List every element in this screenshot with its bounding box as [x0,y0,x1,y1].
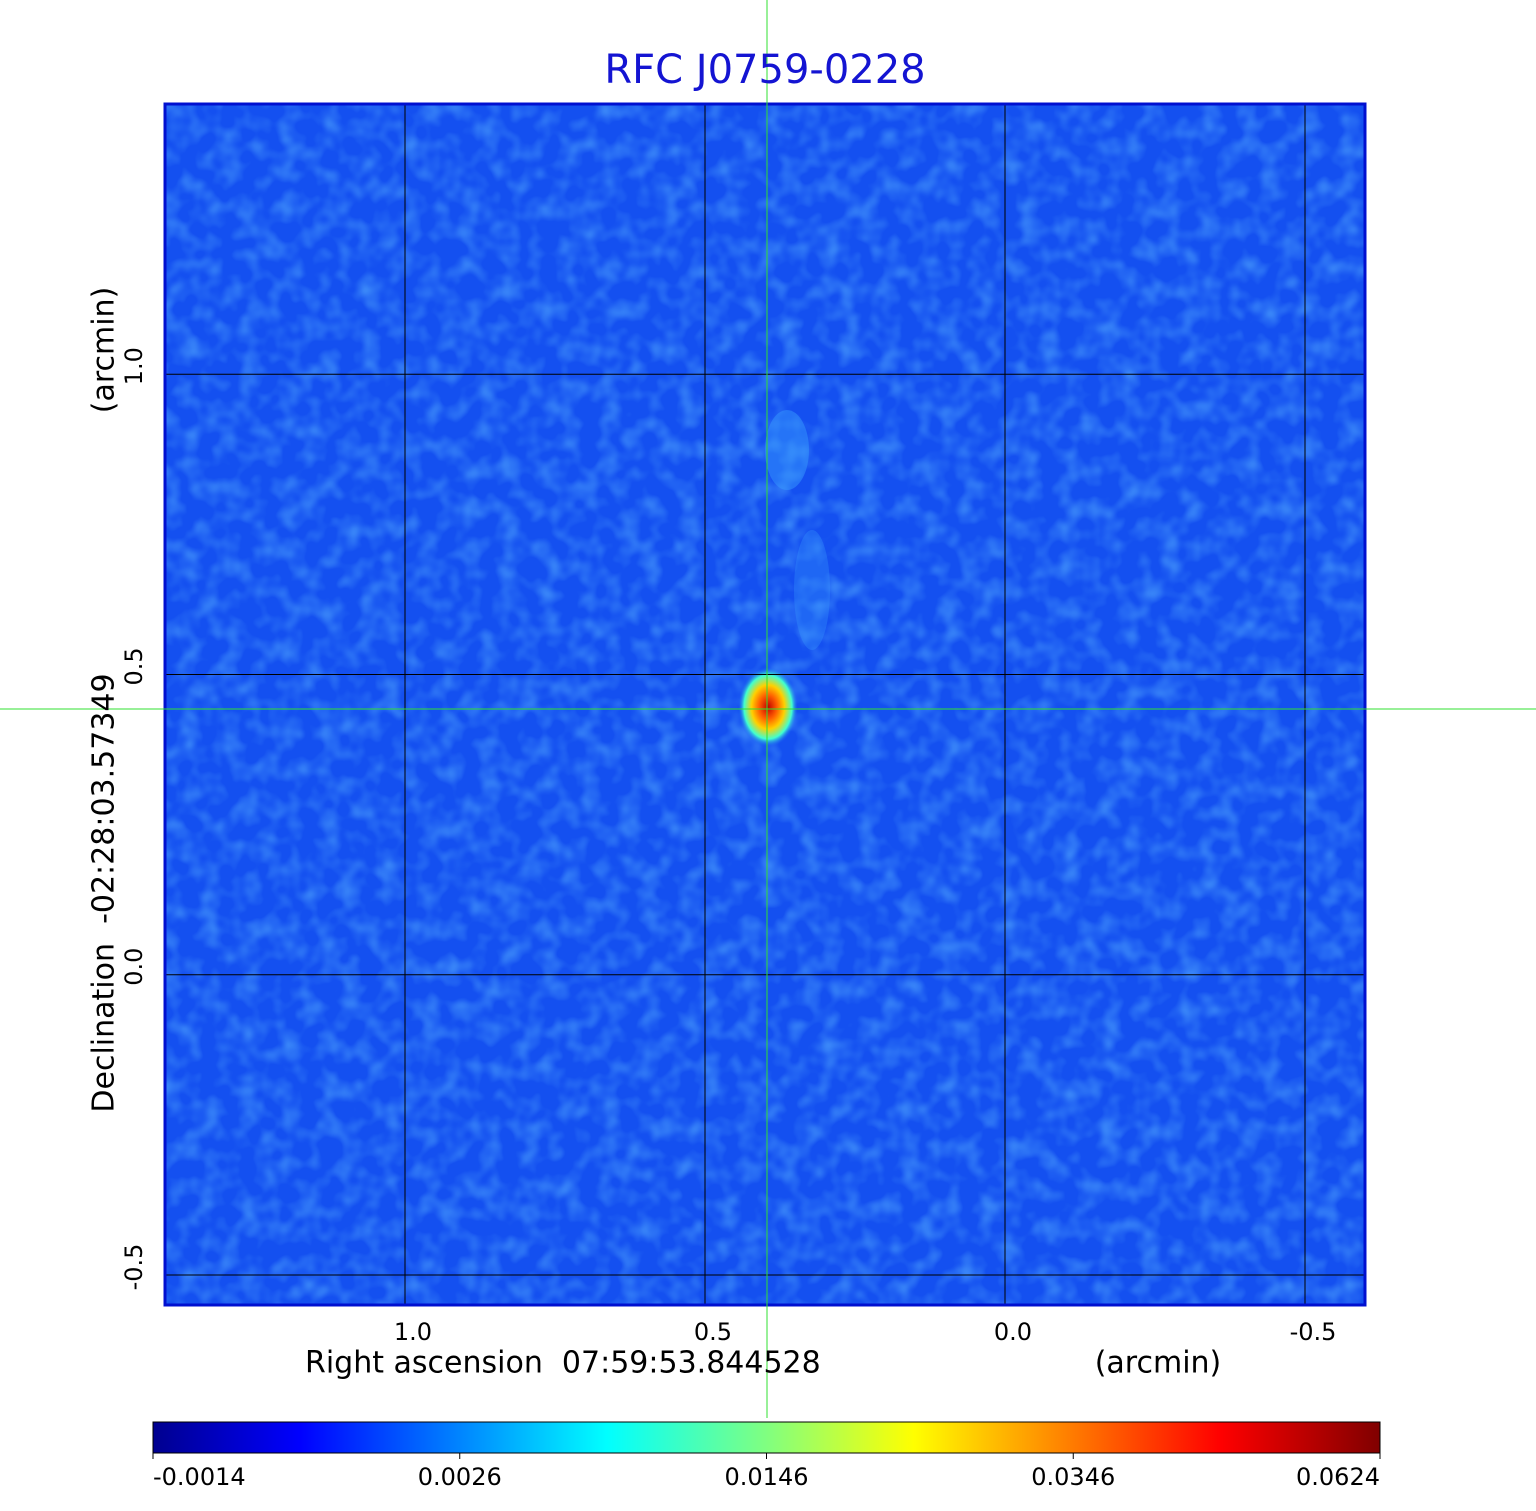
extended-emission [794,530,830,650]
colorbar-tick-label: 0.0624 [1296,1463,1380,1491]
x-tick-label: 1.0 [394,1318,432,1346]
y-tick-label: 0.0 [120,948,148,986]
extended-emission [765,410,809,490]
x-axis-label: Right ascension 07:59:53.844528 [305,1346,821,1381]
grid [165,104,1365,1305]
x-tick-label: -0.5 [1290,1318,1337,1346]
y-tick-label: 1.0 [120,347,148,385]
chart-title: RFC J0759-0228 [604,47,925,93]
x-tick-label: 0.5 [694,1318,732,1346]
colorbar-tick-label: 0.0346 [1031,1463,1115,1491]
plot-frame [163,102,1367,1307]
x-axis-unit: (arcmin) [1095,1346,1222,1381]
y-axis-label: Declination -02:28:03.57349 [87,673,122,1112]
colorbar-tick-label: 0.0146 [725,1463,809,1491]
source [738,667,798,747]
colorbar-tick-label: 0.0026 [418,1463,502,1491]
y-tick-label: 0.5 [120,647,148,685]
x-tick-label: 0.0 [994,1318,1032,1346]
y-tick-label: -0.5 [120,1244,148,1291]
colorbar-tick-label: -0.0014 [153,1463,246,1491]
colorbar [152,1421,1381,1454]
y-axis-unit: (arcmin) [87,287,122,414]
